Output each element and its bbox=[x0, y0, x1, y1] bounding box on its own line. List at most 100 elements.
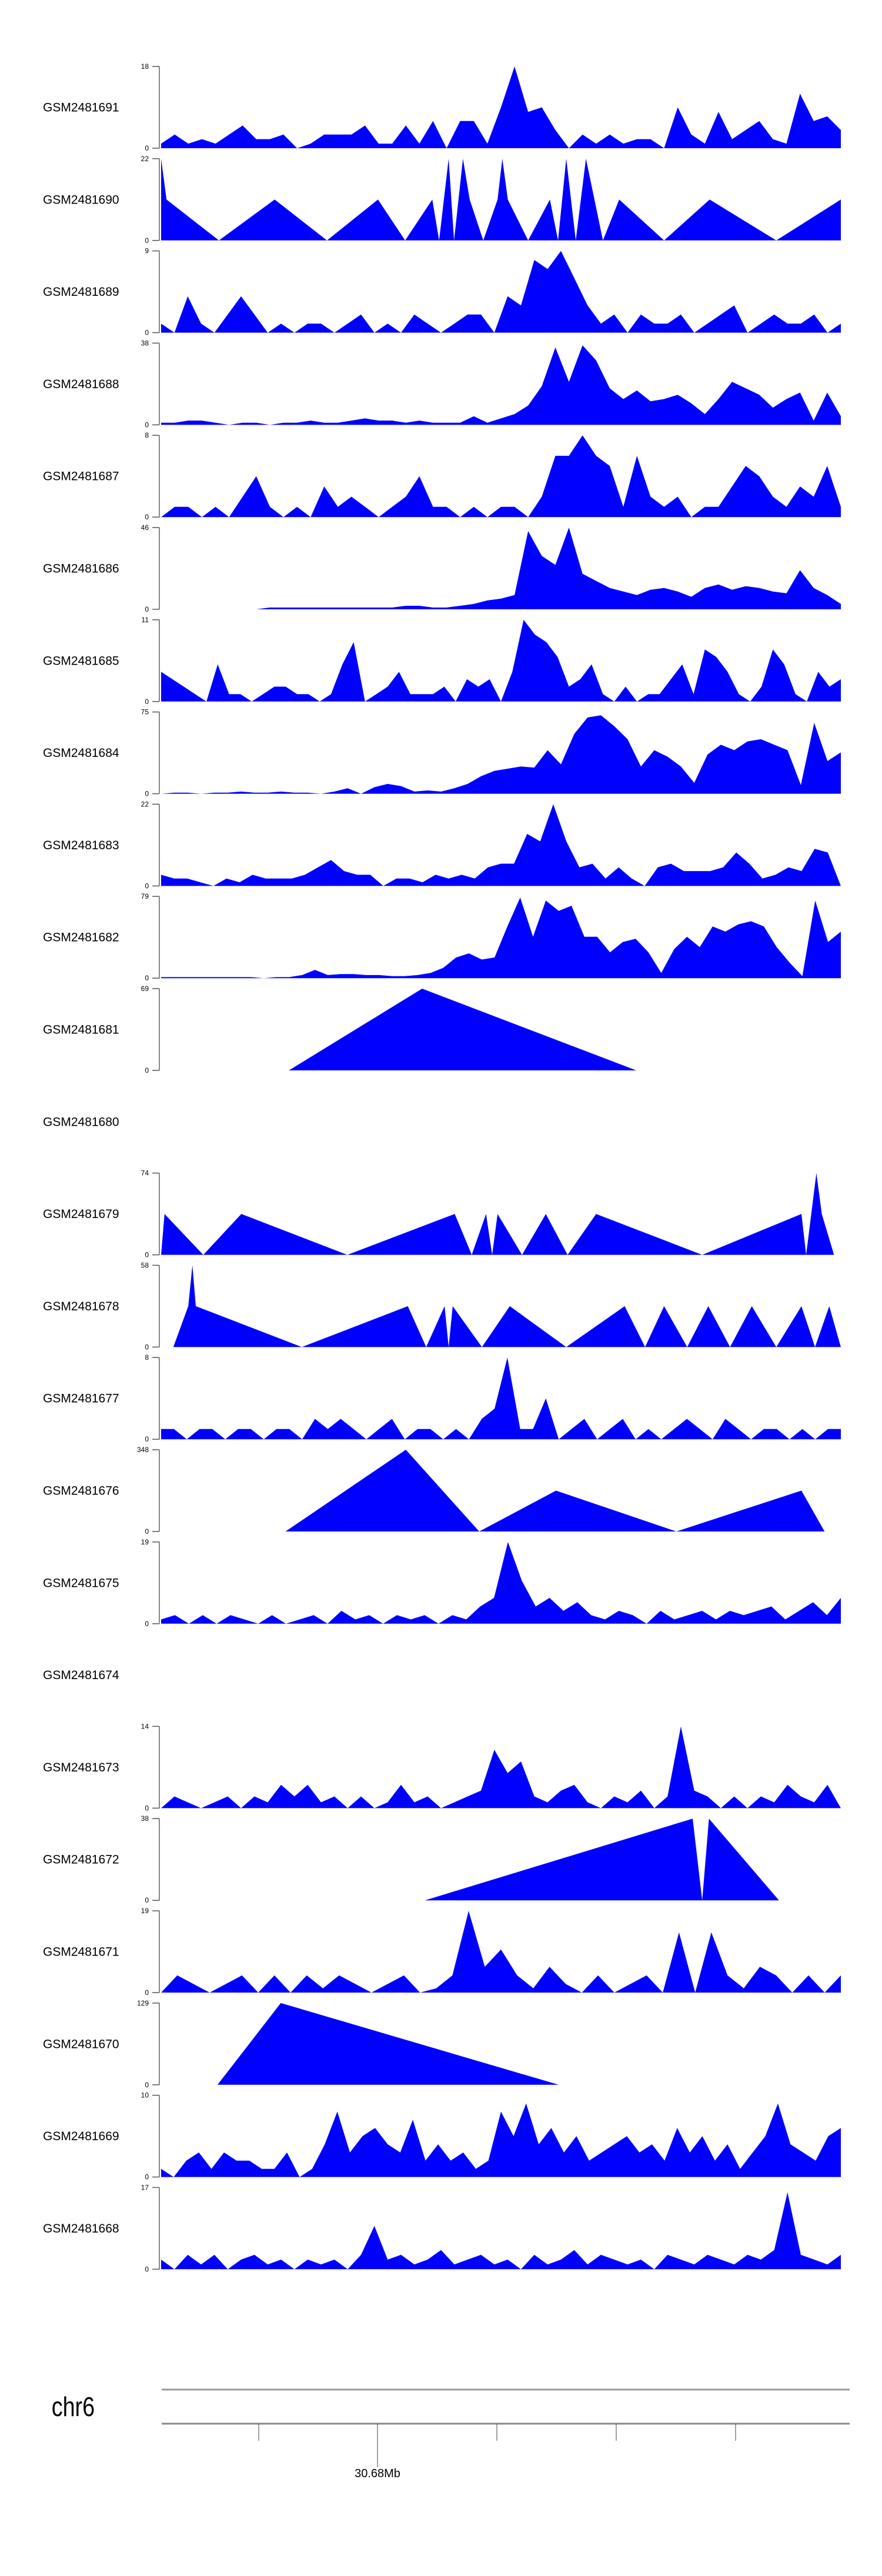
coverage-area bbox=[161, 66, 841, 148]
y-zero-label: 0 bbox=[145, 2081, 149, 2089]
y-zero-label: 0 bbox=[145, 1066, 149, 1075]
coverage-area bbox=[161, 1173, 834, 1255]
y-zero-label: 0 bbox=[145, 2265, 149, 2273]
y-max-label: 10 bbox=[141, 2091, 149, 2100]
track: GSM2481675 19 0 bbox=[43, 1538, 841, 1628]
y-zero-label: 0 bbox=[145, 329, 149, 337]
coverage-area bbox=[161, 251, 841, 333]
track-label: GSM2481683 bbox=[43, 839, 119, 852]
track-label: GSM2481677 bbox=[43, 1392, 119, 1406]
track: GSM2481685 11 0 bbox=[43, 616, 841, 706]
track-label: GSM2481686 bbox=[43, 562, 119, 576]
coverage-area bbox=[161, 715, 841, 794]
track: GSM2481691 18 0 bbox=[43, 62, 841, 152]
tracks-group: GSM2481691180GSM2481690220GSM248168990GS… bbox=[43, 62, 841, 2273]
y-max-label: 8 bbox=[145, 1353, 149, 1362]
coverage-area bbox=[161, 345, 841, 425]
track-label: GSM2481681 bbox=[43, 1023, 119, 1037]
y-max-label: 19 bbox=[141, 1538, 149, 1546]
y-max-label: 38 bbox=[141, 1814, 149, 1823]
coverage-area bbox=[161, 619, 841, 702]
track: GSM2481669 10 0 bbox=[43, 2091, 841, 2181]
track: GSM2481673 14 0 bbox=[43, 1722, 841, 1812]
y-max-label: 9 bbox=[145, 247, 149, 255]
y-max-label: 22 bbox=[141, 155, 149, 163]
coverage-area bbox=[161, 804, 841, 886]
y-max-label: 348 bbox=[137, 1446, 149, 1454]
track: GSM2481680 bbox=[43, 1115, 119, 1129]
y-zero-label: 0 bbox=[145, 1527, 149, 1536]
coverage-area bbox=[173, 1265, 841, 1347]
track: GSM2481676 348 0 bbox=[43, 1446, 825, 1536]
track-label: GSM2481673 bbox=[43, 1761, 119, 1774]
track-label: GSM2481682 bbox=[43, 931, 119, 945]
y-zero-label: 0 bbox=[145, 236, 149, 245]
y-zero-label: 0 bbox=[145, 2173, 149, 2181]
track: GSM2481687 8 0 bbox=[43, 431, 841, 521]
y-max-label: 129 bbox=[137, 1999, 149, 2007]
track: GSM2481677 8 0 bbox=[43, 1353, 841, 1443]
track-label: GSM2481687 bbox=[43, 470, 119, 483]
y-max-label: 75 bbox=[141, 708, 149, 716]
y-zero-label: 0 bbox=[145, 1251, 149, 1259]
y-zero-label: 0 bbox=[145, 605, 149, 613]
y-max-label: 46 bbox=[141, 523, 149, 532]
track: GSM2481681 69 0 bbox=[43, 985, 636, 1075]
coverage-area bbox=[161, 1911, 841, 1993]
coverage-area bbox=[289, 989, 636, 1070]
y-max-label: 14 bbox=[141, 1722, 149, 1730]
y-zero-label: 0 bbox=[145, 144, 149, 152]
y-zero-label: 0 bbox=[145, 1435, 149, 1443]
y-max-label: 58 bbox=[141, 1261, 149, 1269]
y-zero-label: 0 bbox=[145, 1988, 149, 1997]
y-zero-label: 0 bbox=[145, 974, 149, 982]
track: GSM2481670 129 0 bbox=[43, 1999, 559, 2089]
y-zero-label: 0 bbox=[145, 513, 149, 521]
y-max-label: 18 bbox=[141, 62, 149, 71]
track-label: GSM2481689 bbox=[43, 285, 119, 299]
track-label: GSM2481679 bbox=[43, 1207, 119, 1221]
track-label: GSM2481680 bbox=[43, 1115, 119, 1129]
coverage-area bbox=[161, 2103, 841, 2177]
track: GSM2481672 38 0 bbox=[43, 1814, 779, 1904]
coverage-area bbox=[161, 435, 841, 518]
track-label: GSM2481672 bbox=[43, 1853, 119, 1867]
coverage-area bbox=[425, 1818, 779, 1901]
track: GSM2481668 17 0 bbox=[43, 2183, 841, 2273]
y-zero-label: 0 bbox=[145, 421, 149, 429]
y-max-label: 22 bbox=[141, 800, 149, 808]
track-label: GSM2481675 bbox=[43, 1576, 119, 1590]
track: GSM2481682 79 0 bbox=[43, 892, 841, 982]
track: GSM2481678 58 0 bbox=[43, 1261, 841, 1351]
coverage-area bbox=[161, 1357, 841, 1440]
track: GSM2481689 9 0 bbox=[43, 247, 841, 337]
track-label: GSM2481668 bbox=[43, 2222, 119, 2235]
chromosome-axis: chr6 30.68Mb bbox=[52, 2388, 850, 2480]
track-label: GSM2481684 bbox=[43, 746, 119, 760]
track-label: GSM2481685 bbox=[43, 654, 119, 668]
y-zero-label: 0 bbox=[145, 1804, 149, 1812]
track: GSM2481671 19 0 bbox=[43, 1907, 841, 1997]
chromosome-label: chr6 bbox=[52, 2391, 95, 2421]
track: GSM2481690 22 0 bbox=[43, 155, 841, 245]
y-max-label: 79 bbox=[141, 892, 149, 900]
y-max-label: 17 bbox=[141, 2183, 149, 2191]
y-max-label: 69 bbox=[141, 985, 149, 993]
coverage-area bbox=[161, 158, 841, 241]
y-zero-label: 0 bbox=[145, 1620, 149, 1628]
coverage-area bbox=[161, 1726, 841, 1808]
y-max-label: 8 bbox=[145, 431, 149, 439]
y-zero-label: 0 bbox=[145, 1343, 149, 1351]
track: GSM2481679 74 0 bbox=[43, 1169, 834, 1259]
axis-tick-label: 30.68Mb bbox=[355, 2467, 400, 2480]
track-label: GSM2481690 bbox=[43, 193, 119, 206]
track: GSM2481674 bbox=[43, 1669, 119, 1682]
track-label: GSM2481669 bbox=[43, 2130, 119, 2143]
track-label: GSM2481674 bbox=[43, 1669, 119, 1682]
y-zero-label: 0 bbox=[145, 1896, 149, 1904]
y-max-label: 19 bbox=[141, 1907, 149, 1915]
track: GSM2481688 38 0 bbox=[43, 339, 841, 429]
coverage-area bbox=[285, 1450, 825, 1531]
track-label: GSM2481671 bbox=[43, 1946, 119, 1959]
